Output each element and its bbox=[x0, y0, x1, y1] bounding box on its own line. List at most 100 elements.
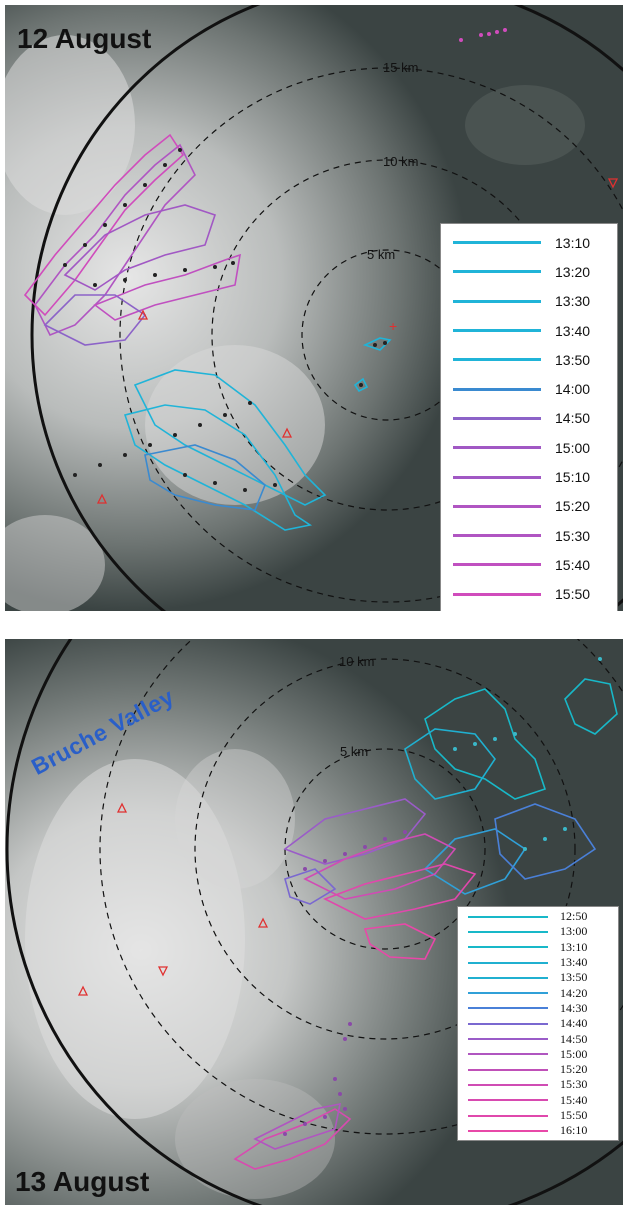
legend-swatch bbox=[468, 1038, 548, 1041]
cell-tracks-afternoon bbox=[233, 798, 477, 1170]
legend-time-label: 13:40 bbox=[555, 322, 591, 339]
time-legend: 13:10 13:20 13:30 13:40 13:50 14:00 14:50 15:00… bbox=[440, 223, 618, 611]
station-triangle-icon bbox=[116, 802, 128, 813]
legend-row: 14:30 bbox=[458, 1001, 618, 1016]
cell-centroids-cyan bbox=[453, 657, 602, 851]
legend-swatch bbox=[453, 446, 541, 450]
legend-time-label: 16:10 bbox=[560, 1123, 588, 1138]
legend-row: 15:50 bbox=[458, 1108, 618, 1123]
legend-row: 12:50 bbox=[458, 909, 618, 924]
legend-swatch bbox=[453, 299, 541, 303]
panel-date-title: 13 August bbox=[15, 1166, 150, 1197]
legend-time-label: 15:40 bbox=[560, 1092, 588, 1107]
cell-centroids-early bbox=[73, 341, 387, 492]
ring-label-15km: 15 km bbox=[383, 60, 419, 75]
legend-swatch bbox=[468, 1007, 548, 1010]
legend-row: 14:00 bbox=[441, 374, 617, 403]
legend-time-label: 15:50 bbox=[560, 1108, 588, 1122]
legend-time-label: 13:50 bbox=[560, 970, 588, 985]
legend-swatch bbox=[453, 270, 541, 274]
station-triangle-down-icon bbox=[607, 178, 619, 189]
legend-row: 15:50 bbox=[441, 580, 617, 609]
legend-time-label: 14:40 bbox=[560, 1016, 588, 1031]
ring-15km bbox=[99, 639, 623, 1135]
legend-swatch bbox=[468, 1114, 548, 1117]
legend-time-label: 15:00 bbox=[560, 1046, 588, 1061]
cell-centroids-afternoon bbox=[63, 148, 235, 287]
legend-time-label: 15:00 bbox=[555, 439, 591, 456]
legend-time-label: 15:50 bbox=[555, 586, 591, 603]
legend-row: 15:20 bbox=[441, 492, 617, 521]
legend-time-label: 15:40 bbox=[555, 556, 591, 573]
legend-row: 15:40 bbox=[458, 1093, 618, 1108]
station-triangle-icon bbox=[96, 493, 108, 504]
station-triangle-icon bbox=[77, 985, 89, 996]
legend-row: 13:30 bbox=[441, 287, 617, 316]
panel-date-title: 12 August bbox=[17, 23, 152, 54]
legend-time-label: 14:20 bbox=[560, 985, 588, 1000]
radar-plus-icon: + bbox=[389, 318, 397, 334]
ring-label-10km: 10 km bbox=[383, 154, 419, 169]
legend-row: 14:50 bbox=[458, 1031, 618, 1046]
time-legend: 12:50 13:00 13:10 13:40 13:50 14:20 14:30 14:40… bbox=[457, 906, 619, 1142]
map-panel-12-august: + 12 August 15 km 10 km 5 km 13:10 13:20 1… bbox=[5, 5, 623, 611]
legend-row: 15:20 bbox=[458, 1062, 618, 1077]
legend-time-label: 13:50 bbox=[555, 351, 591, 368]
legend-swatch bbox=[468, 915, 548, 918]
cell-centroids bbox=[283, 830, 407, 1136]
legend-row: 15:00 bbox=[441, 433, 617, 462]
ring-15km bbox=[119, 67, 623, 603]
legend-swatch bbox=[453, 534, 541, 538]
legend-swatch bbox=[453, 387, 541, 391]
legend-swatch bbox=[453, 592, 541, 596]
legend-time-label: 14:50 bbox=[560, 1031, 588, 1046]
ring-label-10km: 10 km bbox=[339, 654, 375, 669]
legend-swatch bbox=[468, 1099, 548, 1102]
legend-row: 15:30 bbox=[458, 1077, 618, 1092]
legend-row: 15:40 bbox=[441, 550, 617, 579]
ring-outer bbox=[30, 5, 623, 611]
legend-time-label: 13:10 bbox=[560, 939, 588, 954]
ring-10km bbox=[194, 658, 576, 1040]
dot-trail-top bbox=[459, 28, 507, 42]
legend-row: 14:40 bbox=[458, 1016, 618, 1031]
legend-time-label: 15:20 bbox=[555, 498, 591, 515]
legend-row: 15:10 bbox=[441, 462, 617, 491]
legend-swatch bbox=[468, 946, 548, 949]
legend-row: 13:10 bbox=[458, 940, 618, 955]
legend-row: 13:40 bbox=[458, 955, 618, 970]
station-triangle-icon bbox=[137, 309, 149, 320]
legend-row: 13:50 bbox=[441, 345, 617, 374]
legend-time-label: 12:50 bbox=[560, 909, 588, 924]
legend-row: 14:20 bbox=[458, 985, 618, 1000]
legend-time-label: 13:40 bbox=[560, 955, 588, 970]
ring-label-5km: 5 km bbox=[340, 744, 369, 759]
legend-time-label: 15:10 bbox=[555, 469, 591, 486]
legend-row: 16:10 bbox=[458, 1123, 618, 1138]
legend-row: 13:20 bbox=[441, 257, 617, 286]
legend-swatch bbox=[453, 416, 541, 420]
legend-time-label: 15:30 bbox=[560, 1077, 588, 1092]
legend-swatch bbox=[468, 930, 548, 933]
legend-swatch bbox=[453, 329, 541, 333]
legend-swatch bbox=[468, 1129, 548, 1132]
legend-swatch bbox=[453, 563, 541, 567]
ring-outer bbox=[5, 639, 623, 1205]
legend-swatch bbox=[468, 1083, 548, 1086]
ring-label-5km: 5 km bbox=[367, 247, 396, 262]
station-triangle-icon bbox=[281, 427, 293, 438]
cell-tracks-early bbox=[404, 678, 618, 895]
legend-time-label: 15:20 bbox=[560, 1062, 588, 1077]
station-markers bbox=[96, 178, 619, 504]
legend-row: 14:50 bbox=[441, 404, 617, 433]
legend-row: 13:40 bbox=[441, 316, 617, 345]
legend-swatch bbox=[453, 504, 541, 508]
legend-swatch bbox=[468, 1053, 548, 1056]
legend-swatch bbox=[468, 976, 548, 979]
station-markers bbox=[77, 802, 269, 996]
legend-row: 13:10 bbox=[441, 228, 617, 257]
legend-row: 15:30 bbox=[441, 521, 617, 550]
legend-time-label: 15:30 bbox=[555, 527, 591, 544]
legend-row: 13:00 bbox=[458, 924, 618, 939]
station-triangle-icon bbox=[257, 917, 269, 928]
